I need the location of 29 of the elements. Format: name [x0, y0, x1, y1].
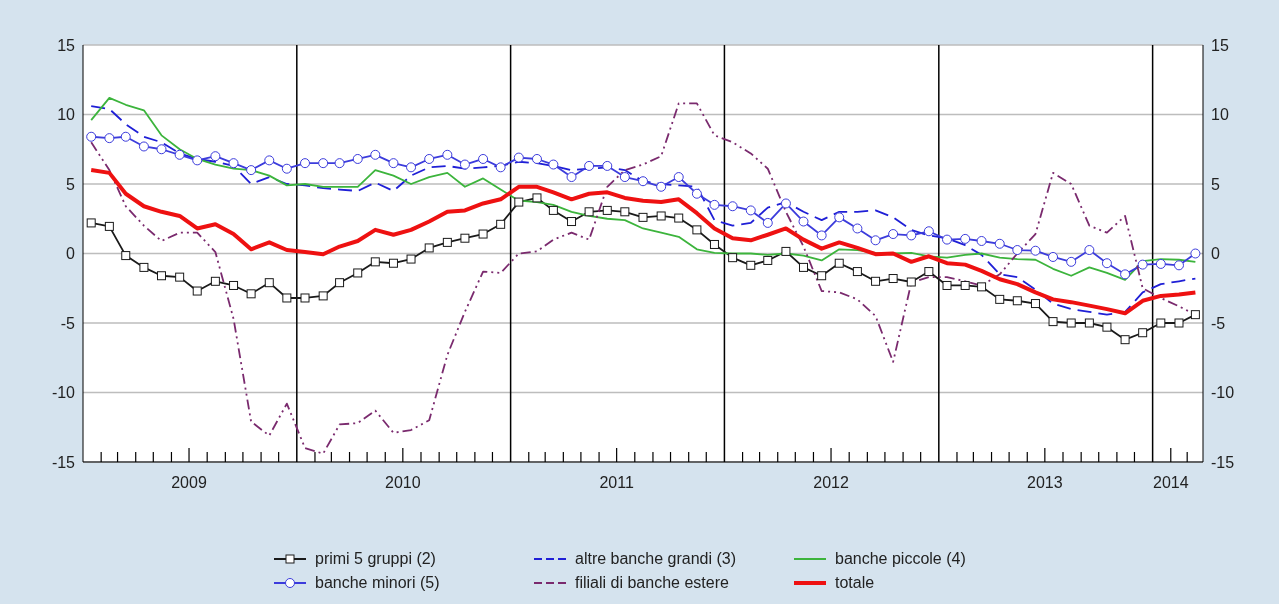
legend-label: banche piccole (4): [835, 550, 966, 568]
y2-tick-label: -5: [1211, 314, 1226, 332]
y2-tick-label: 0: [1211, 245, 1220, 263]
y2-tick-label: 15: [1211, 36, 1229, 54]
y-tick-label: 10: [57, 106, 76, 124]
legend-label: primi 5 gruppi (2): [315, 550, 436, 568]
line-series: [90, 105, 1197, 316]
x-tick-label: 2011: [599, 474, 634, 491]
y2-tick-label: -15: [1211, 453, 1235, 471]
y2-tick-label: 5: [1211, 175, 1220, 193]
legend-label: filiali di banche estere: [575, 574, 729, 592]
y-tick-label: -5: [60, 314, 76, 332]
legend-label: banche minori (5): [315, 574, 440, 592]
x-tick-label: 2014: [1152, 474, 1189, 491]
y-tick-label: -10: [51, 384, 76, 402]
y-tick-label: 5: [66, 175, 76, 193]
y-tick-label: 0: [66, 245, 76, 263]
y-tick-label: -15: [51, 453, 76, 471]
legend-label: totale: [835, 574, 875, 592]
line-series: [90, 96, 1197, 281]
y2-tick-label: -10: [1211, 384, 1235, 402]
legend-label: altre banche grandi (3): [575, 550, 736, 568]
line-series: [89, 168, 1198, 316]
x-tick-label: 2013: [1027, 474, 1063, 491]
x-tick-label: 2012: [813, 474, 849, 491]
x-tick-label: 2010: [385, 474, 421, 491]
y-tick-label: 15: [57, 36, 76, 54]
y2-tick-label: 10: [1211, 106, 1229, 124]
x-tick-label: 2009: [171, 474, 207, 491]
